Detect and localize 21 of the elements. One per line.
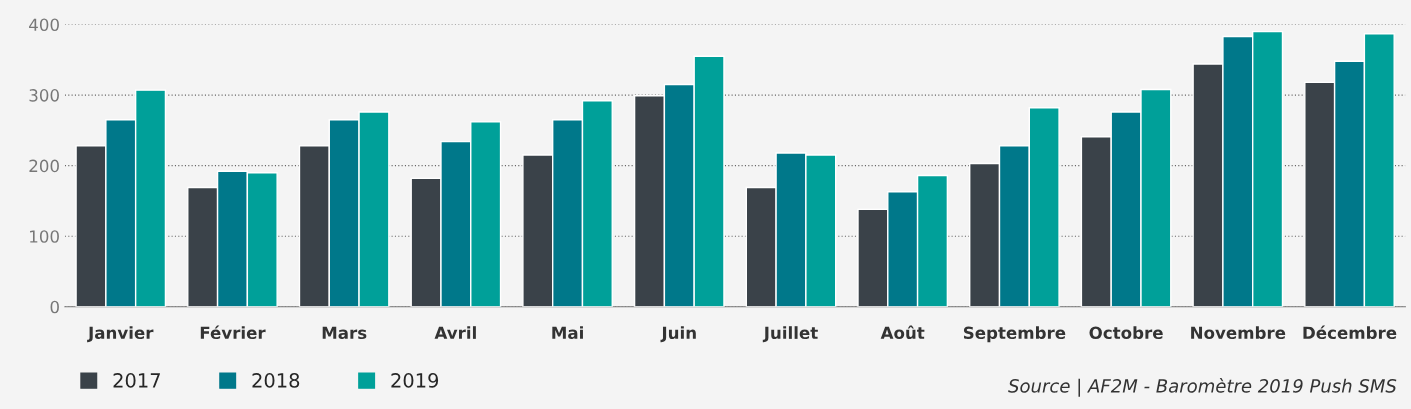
legend-label: 2018 xyxy=(252,373,300,388)
legend-label: 2017 xyxy=(113,373,160,388)
x-tick-label: Novembre xyxy=(1191,326,1286,340)
x-tick-label: Avril xyxy=(434,326,476,339)
x-tick-label: Septembre xyxy=(963,326,1066,343)
x-tick-label: Octobre xyxy=(1089,326,1163,340)
y-tick-label: 300 xyxy=(29,89,59,102)
y-tick-label: 0 xyxy=(50,300,59,314)
x-tick-label: Mai xyxy=(552,326,583,340)
x-tick-label: Mars xyxy=(322,326,367,340)
x-tick-label: Août xyxy=(880,325,925,340)
x-tick-label: Juin xyxy=(660,326,696,343)
source-note: Source | AF2M - Baromètre 2019 Push SMS xyxy=(1008,378,1397,397)
y-tick-label: 200 xyxy=(29,159,59,173)
legend-label: 2019 xyxy=(391,373,439,388)
x-tick-label: Janvier xyxy=(87,326,154,343)
x-tick-label: Juillet xyxy=(762,326,818,343)
x-tick-label: Février xyxy=(200,325,266,340)
x-tick-label: Décembre xyxy=(1303,325,1397,340)
y-tick-label: 400 xyxy=(29,18,59,32)
y-tick-label: 100 xyxy=(30,230,59,243)
